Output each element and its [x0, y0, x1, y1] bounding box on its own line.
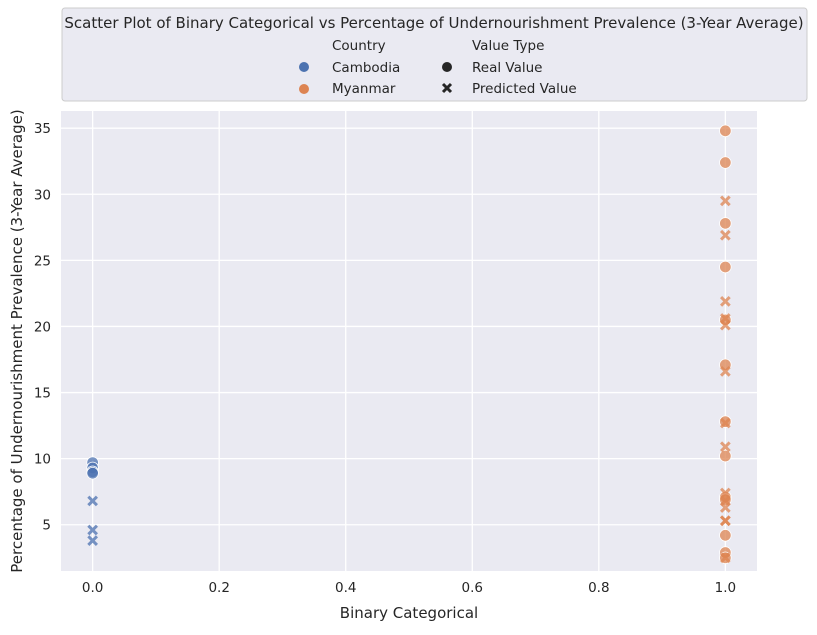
legend-frame	[61, 7, 808, 102]
plot-area	[61, 111, 757, 571]
point-myanmar-real-value	[719, 449, 732, 463]
y-tick-label: 5	[42, 518, 51, 534]
legend-marker-cambodia	[299, 62, 309, 72]
x-tick-label: 0.6	[462, 580, 483, 596]
grid-lines	[61, 111, 757, 571]
y-tick-label: 10	[34, 452, 51, 468]
point-myanmar-real-value	[719, 529, 732, 542]
x-tick-label: 1.0	[715, 580, 736, 596]
point-cambodia-real-value	[86, 466, 99, 480]
data-points	[86, 124, 732, 564]
point-cambodia-predicted-value	[87, 524, 98, 536]
point-myanmar-real-value	[719, 124, 732, 138]
x-tick-label: 0.8	[588, 580, 609, 596]
y-tick-label: 35	[34, 121, 51, 137]
legend-label-predicted-value: Predicted Value	[472, 81, 577, 97]
x-tick-label: 0.2	[208, 580, 229, 596]
point-cambodia-predicted-value	[87, 535, 98, 546]
point-myanmar-predicted-value	[720, 319, 731, 331]
legend-label-cambodia: Cambodia	[332, 60, 400, 76]
point-myanmar-predicted-value	[720, 417, 731, 429]
point-myanmar-predicted-value	[720, 487, 731, 499]
x-tick-label: 0.4	[335, 580, 356, 596]
y-tick-label: 30	[34, 187, 51, 203]
y-axis-label: Percentage of Undernourishment Prevalenc…	[8, 109, 26, 572]
point-myanmar-predicted-value	[720, 552, 731, 564]
point-myanmar-predicted-value	[720, 441, 731, 453]
x-axis-label: Binary Categorical	[340, 604, 478, 622]
point-myanmar-predicted-value	[720, 515, 731, 527]
y-tick-label: 20	[34, 319, 51, 335]
legend-label-myanmar: Myanmar	[332, 81, 396, 97]
legend-marker-myanmar	[299, 84, 309, 94]
point-myanmar-real-value	[719, 217, 732, 230]
y-tick-label: 15	[34, 386, 51, 402]
legend-style-title: Value Type	[472, 38, 544, 54]
y-tick-labels: 5 10 15 20 25 30 35	[34, 121, 51, 534]
point-myanmar-predicted-value	[720, 495, 731, 507]
point-myanmar-real-value	[719, 260, 732, 274]
chart-title: Scatter Plot of Binary Categorical vs Pe…	[64, 14, 803, 32]
legend: Scatter Plot of Binary Categorical vs Pe…	[61, 7, 808, 102]
y-tick-label: 25	[34, 253, 51, 269]
point-myanmar-predicted-value	[720, 366, 731, 377]
x-tick-labels: 0.0 0.2 0.4 0.6 0.8 1.0	[82, 580, 736, 596]
legend-hue-title: Country	[332, 38, 386, 54]
point-myanmar-predicted-value	[720, 195, 731, 207]
point-myanmar-predicted-value	[720, 229, 731, 241]
point-myanmar-real-value	[719, 156, 732, 169]
point-myanmar-predicted-value	[720, 295, 731, 307]
x-tick-label: 0.0	[82, 580, 103, 596]
legend-label-real-value: Real Value	[472, 60, 542, 76]
legend-marker-real-value	[442, 62, 452, 72]
point-cambodia-predicted-value	[87, 495, 98, 507]
legend-marker-predicted-value	[441, 82, 453, 94]
